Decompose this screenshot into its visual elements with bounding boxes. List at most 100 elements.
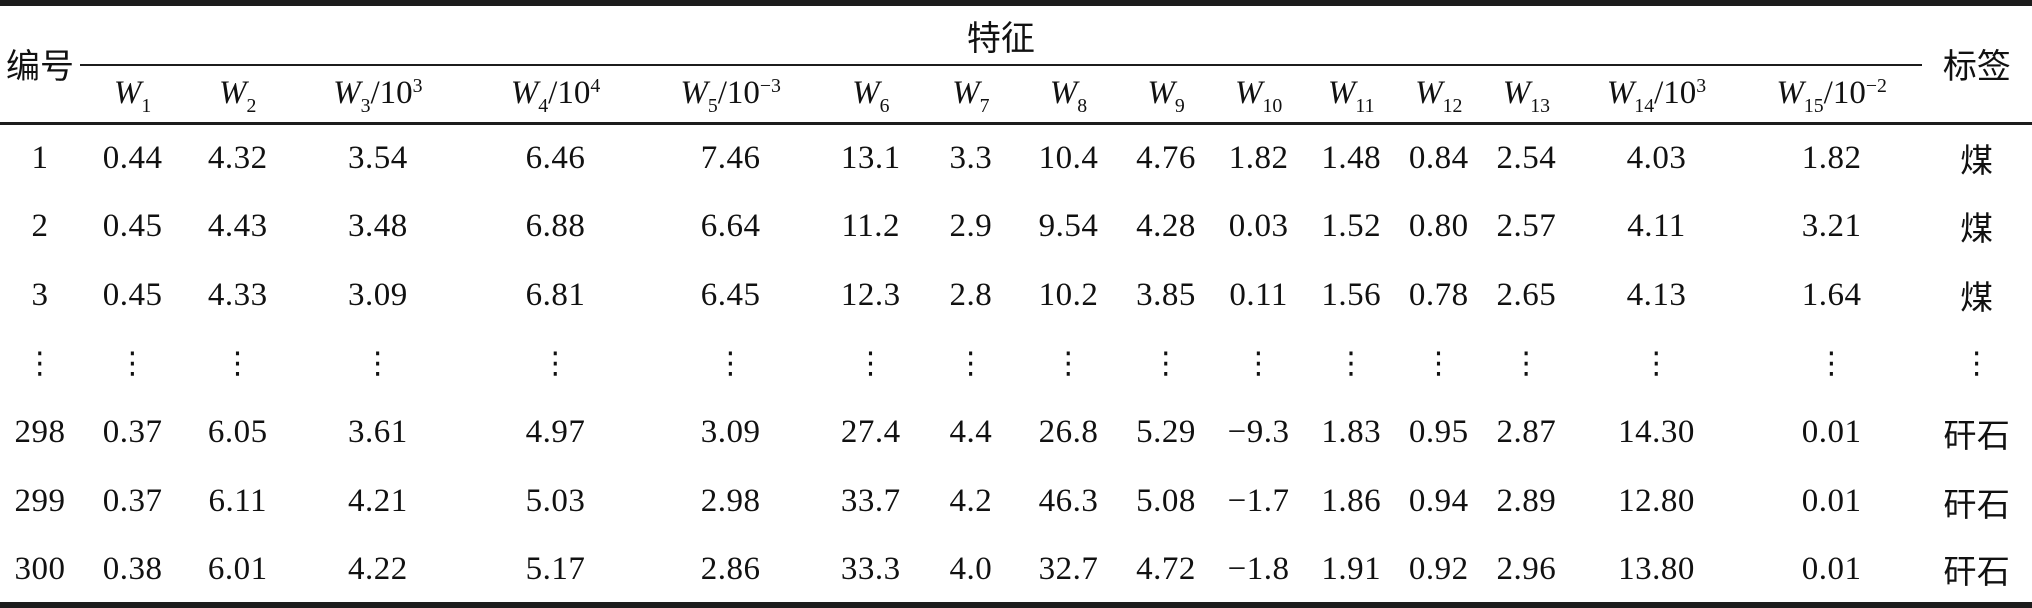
value-cell: 1.83: [1321, 414, 1382, 451]
value-cell: 12.3: [840, 276, 901, 313]
value-cell: 2.96: [1496, 550, 1557, 587]
value-cell: 0.44: [102, 139, 163, 176]
value-cell: ⋮: [955, 346, 987, 382]
col-header-w7: W7: [925, 65, 1016, 125]
value-cell: 32.7: [1038, 550, 1099, 587]
value-cell: 5.03: [525, 483, 586, 520]
value-cell: ⋮: [540, 346, 571, 382]
row-id-cell: 1: [31, 139, 49, 176]
value-cell: ⋮: [1053, 346, 1084, 382]
value-cell: 2.8: [949, 276, 993, 313]
col-header-w3: W3/103: [290, 65, 466, 125]
value-cell: ⋮: [1641, 346, 1672, 382]
value-cell: 6.88: [525, 207, 586, 244]
value-cell: −1.7: [1227, 483, 1290, 520]
value-cell: 9.54: [1038, 207, 1099, 244]
table-row: 299 0.37 6.11 4.21 5.03 2.98 33.7 4.2 46.3 5.08 −1…: [0, 467, 2032, 536]
table-row: 300 0.38 6.01 4.22 5.17 2.86 33.3 4.0 32.7 4.72 −1…: [0, 536, 2032, 605]
row-id-cell: 299: [14, 483, 66, 520]
value-cell: 0.37: [102, 483, 163, 520]
value-cell: 0.94: [1408, 483, 1469, 520]
value-cell: 0.84: [1408, 139, 1469, 176]
value-cell: 13.1: [840, 139, 901, 176]
value-cell: −9.3: [1227, 414, 1290, 451]
value-cell: 0.95: [1408, 414, 1469, 451]
col-header-w6: W6: [815, 65, 926, 125]
value-cell: 3.61: [347, 414, 408, 451]
col-header-w8: W8: [1015, 65, 1121, 125]
value-cell: 4.97: [525, 414, 586, 451]
table-body: 1 0.44 4.32 3.54 6.46 7.46 13.1 3.3 10.4 4.76 1.82…: [0, 123, 2032, 605]
col-header-w13: W13: [1481, 65, 1572, 125]
col-group-features: 特征: [80, 3, 1922, 66]
value-cell: ⋮: [1423, 346, 1455, 382]
table-header: 编号 特征 标签 W1 W2 W3/103 W4/104 W5/10−3 W6 W7 W8 W9…: [0, 3, 2032, 125]
value-cell: 14.30: [1618, 414, 1695, 451]
feature-header-row: W1 W2 W3/103 W4/104 W5/10−3 W6 W7 W8 W9 W10 W11 W12…: [0, 65, 2032, 125]
value-cell: 10.4: [1038, 139, 1099, 176]
value-cell: 3.85: [1136, 276, 1196, 313]
value-cell: 7.46: [700, 139, 761, 176]
value-cell: 5.17: [525, 550, 586, 587]
value-cell: 4.22: [347, 550, 408, 587]
value-cell: 6.45: [700, 276, 761, 313]
value-cell: 33.3: [840, 550, 901, 587]
value-cell: ⋮: [1511, 346, 1542, 382]
value-cell: 2.65: [1496, 276, 1557, 313]
value-cell: 1.52: [1321, 207, 1382, 244]
row-label-cell: 矸石: [1943, 487, 2011, 524]
col-header-w9: W9: [1121, 65, 1212, 125]
value-cell: 0.45: [102, 276, 163, 313]
table-row: 2 0.45 4.43 3.48 6.88 6.64 11.2 2.9 9.54 4.28 0.03…: [0, 192, 2032, 261]
value-cell: 4.72: [1136, 550, 1196, 587]
col-header-w10: W10: [1211, 65, 1307, 125]
value-cell: 0.45: [102, 207, 163, 244]
value-cell: 2.57: [1496, 207, 1557, 244]
group-header-row: 编号 特征 标签: [0, 3, 2032, 125]
value-cell: 11.2: [841, 207, 901, 244]
value-cell: 2.89: [1496, 483, 1557, 520]
value-cell: 6.46: [525, 139, 586, 176]
col-header-w1: W1: [80, 65, 186, 125]
value-cell: ⋮: [715, 346, 746, 382]
value-cell: 2.98: [700, 483, 761, 520]
col-header-w15: W15/10−2: [1741, 65, 1922, 125]
value-cell: 2.86: [700, 550, 761, 587]
col-header-w5: W5/10−3: [645, 65, 816, 125]
value-cell: ⋮: [855, 346, 887, 382]
value-cell: 10.2: [1038, 276, 1099, 313]
row-label-cell: 煤: [1960, 144, 1994, 181]
value-cell: 0.80: [1408, 207, 1469, 244]
row-label-cell: 煤: [1960, 281, 1994, 318]
value-cell: 4.28: [1136, 207, 1196, 244]
value-cell: ⋮: [1816, 346, 1847, 382]
value-cell: 6.01: [207, 550, 268, 587]
value-cell: 0.92: [1408, 550, 1469, 587]
value-cell: 1.82: [1228, 139, 1289, 176]
value-cell: 3.21: [1801, 207, 1862, 244]
value-cell: 4.03: [1626, 139, 1687, 176]
table-row: 298 0.37 6.05 3.61 4.97 3.09 27.4 4.4 26.8 5.29 −9…: [0, 398, 2032, 467]
row-label-cell: ⋮: [1961, 346, 1993, 382]
value-cell: 33.7: [840, 483, 901, 520]
value-cell: 1.48: [1321, 139, 1382, 176]
col-header-w12: W12: [1396, 65, 1482, 125]
value-cell: 0.01: [1801, 550, 1862, 587]
value-cell: 3.48: [347, 207, 408, 244]
value-cell: 1.82: [1801, 139, 1862, 176]
value-cell: 6.05: [207, 414, 268, 451]
value-cell: 1.91: [1321, 550, 1382, 587]
value-cell: 3.09: [700, 414, 761, 451]
col-header-w11: W11: [1306, 65, 1397, 125]
value-cell: 26.8: [1038, 414, 1099, 451]
value-cell: 4.76: [1136, 139, 1196, 176]
col-group-id: 编号: [0, 3, 81, 125]
value-cell: ⋮: [222, 346, 253, 382]
value-cell: 3.09: [347, 276, 408, 313]
col-group-tag: 标签: [1921, 3, 2032, 125]
value-cell: ⋮: [1243, 346, 1274, 382]
value-cell: 0.01: [1801, 414, 1862, 451]
value-cell: ⋮: [1335, 346, 1367, 382]
value-cell: 4.13: [1626, 276, 1687, 313]
row-id-cell: 298: [14, 414, 66, 451]
